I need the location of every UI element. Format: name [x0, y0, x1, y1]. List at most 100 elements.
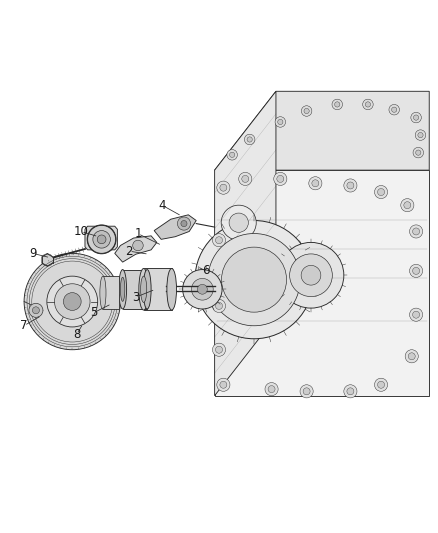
Circle shape: [392, 107, 397, 112]
Circle shape: [347, 388, 354, 395]
Circle shape: [133, 240, 143, 251]
Text: 1: 1: [134, 227, 142, 240]
Polygon shape: [123, 270, 147, 309]
Polygon shape: [215, 91, 429, 170]
Circle shape: [332, 99, 343, 110]
Circle shape: [278, 119, 283, 125]
Circle shape: [64, 293, 81, 310]
Circle shape: [222, 247, 286, 312]
Text: 10: 10: [74, 225, 88, 238]
Circle shape: [198, 284, 207, 294]
Circle shape: [183, 270, 222, 309]
Ellipse shape: [119, 270, 127, 309]
Circle shape: [227, 150, 237, 160]
Polygon shape: [85, 226, 117, 250]
Circle shape: [304, 108, 309, 114]
Circle shape: [93, 231, 110, 248]
Circle shape: [378, 189, 385, 196]
Circle shape: [54, 284, 90, 319]
Circle shape: [347, 182, 354, 189]
Circle shape: [29, 303, 43, 317]
Circle shape: [278, 243, 344, 308]
Ellipse shape: [120, 277, 125, 301]
Circle shape: [301, 265, 321, 285]
Circle shape: [220, 381, 227, 388]
Circle shape: [365, 102, 371, 107]
Circle shape: [24, 253, 120, 350]
Circle shape: [230, 152, 235, 157]
Circle shape: [220, 184, 227, 191]
Circle shape: [217, 378, 230, 391]
Ellipse shape: [167, 269, 177, 310]
Circle shape: [389, 104, 399, 115]
Polygon shape: [144, 268, 172, 310]
Ellipse shape: [141, 276, 147, 302]
Text: 8: 8: [73, 328, 80, 341]
Circle shape: [413, 115, 419, 120]
Circle shape: [312, 180, 319, 187]
Circle shape: [300, 385, 313, 398]
Circle shape: [344, 179, 357, 192]
Circle shape: [335, 102, 340, 107]
Text: 6: 6: [202, 264, 210, 277]
Circle shape: [290, 254, 332, 296]
Circle shape: [221, 205, 256, 240]
Polygon shape: [215, 91, 276, 395]
Polygon shape: [103, 276, 119, 310]
Circle shape: [229, 213, 248, 232]
Ellipse shape: [143, 270, 151, 309]
Circle shape: [401, 199, 414, 212]
Circle shape: [181, 221, 187, 227]
Polygon shape: [115, 236, 157, 262]
Polygon shape: [215, 170, 429, 395]
Circle shape: [363, 99, 373, 110]
Circle shape: [215, 346, 223, 353]
Circle shape: [244, 134, 255, 145]
Circle shape: [413, 228, 420, 235]
Circle shape: [217, 181, 230, 194]
Circle shape: [411, 112, 421, 123]
Circle shape: [410, 225, 423, 238]
Circle shape: [177, 217, 191, 230]
Circle shape: [47, 276, 98, 327]
Circle shape: [268, 386, 275, 393]
Circle shape: [242, 175, 249, 182]
Circle shape: [191, 278, 213, 300]
Circle shape: [418, 133, 423, 138]
Circle shape: [301, 106, 312, 116]
Circle shape: [405, 350, 418, 363]
Circle shape: [212, 300, 226, 312]
Text: 7: 7: [20, 319, 28, 332]
Circle shape: [239, 172, 252, 185]
Circle shape: [275, 117, 286, 127]
Circle shape: [212, 343, 226, 356]
Circle shape: [344, 385, 357, 398]
Circle shape: [374, 185, 388, 199]
Circle shape: [410, 308, 423, 321]
Circle shape: [404, 201, 411, 209]
Circle shape: [309, 177, 322, 190]
Circle shape: [215, 237, 223, 244]
Circle shape: [415, 130, 426, 140]
Circle shape: [265, 383, 278, 395]
Circle shape: [303, 388, 310, 395]
Circle shape: [416, 150, 421, 155]
Text: 9: 9: [29, 247, 37, 260]
Text: 5: 5: [91, 306, 98, 319]
Circle shape: [208, 233, 300, 326]
Circle shape: [277, 175, 284, 182]
Circle shape: [274, 172, 287, 185]
Circle shape: [413, 268, 420, 274]
Circle shape: [378, 381, 385, 388]
Circle shape: [212, 233, 226, 247]
Circle shape: [408, 353, 415, 360]
Text: 2: 2: [125, 245, 133, 257]
Circle shape: [97, 235, 106, 244]
Circle shape: [32, 307, 39, 314]
Circle shape: [374, 378, 388, 391]
Circle shape: [410, 264, 423, 278]
Circle shape: [413, 311, 420, 318]
Circle shape: [413, 147, 424, 158]
Circle shape: [195, 221, 313, 339]
Circle shape: [41, 254, 53, 266]
